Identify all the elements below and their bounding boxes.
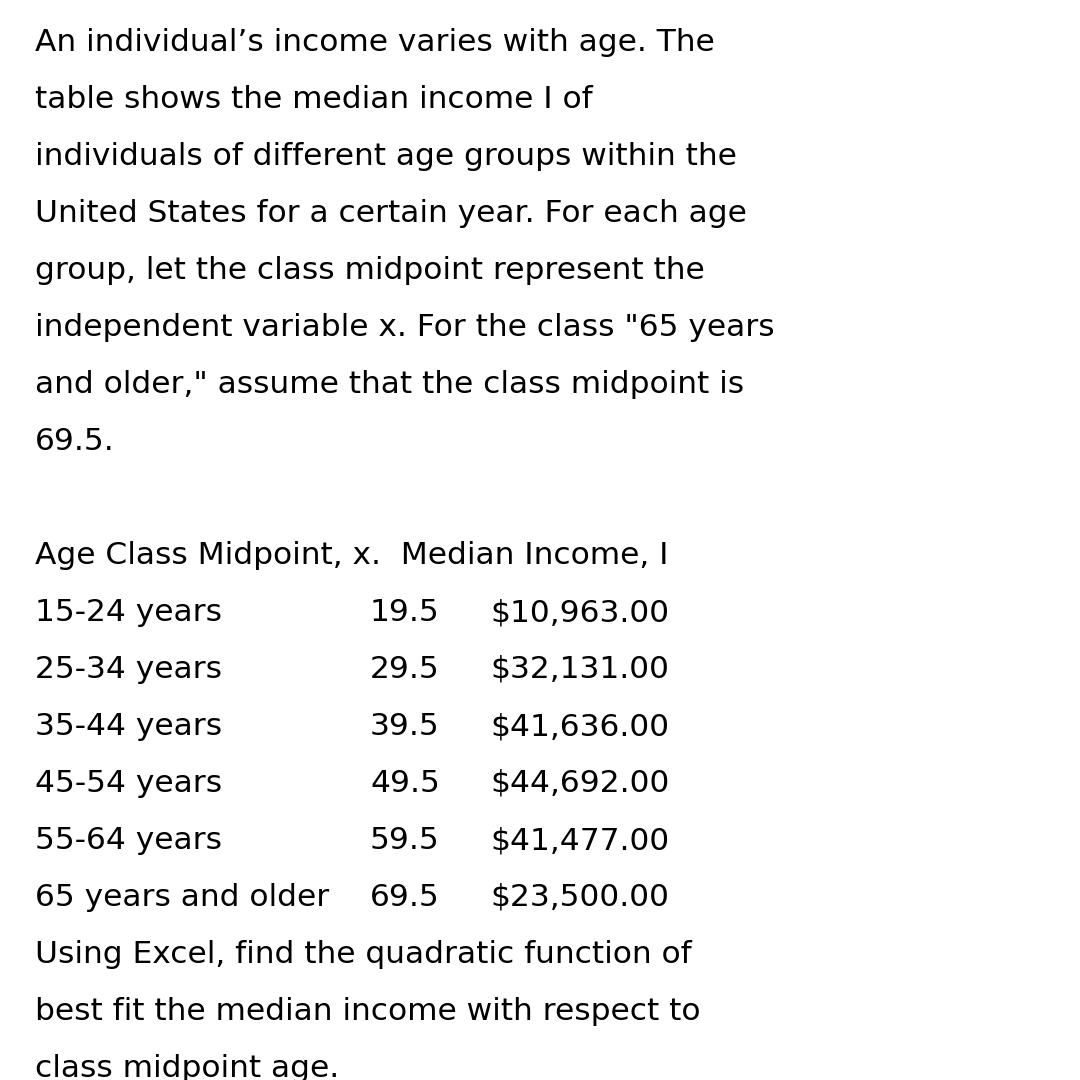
Text: 39.5: 39.5 [370, 712, 440, 741]
Text: independent variable x. For the class "65 years: independent variable x. For the class "6… [35, 313, 774, 342]
Text: and older," assume that the class midpoint is: and older," assume that the class midpoi… [35, 370, 744, 399]
Text: 19.5: 19.5 [370, 598, 440, 627]
Text: 45-54 years: 45-54 years [35, 769, 222, 798]
Text: table shows the median income I of: table shows the median income I of [35, 85, 593, 114]
Text: 69.5: 69.5 [370, 883, 440, 912]
Text: An individual’s income varies with age. The: An individual’s income varies with age. … [35, 28, 715, 57]
Text: class midpoint age.: class midpoint age. [35, 1054, 339, 1080]
Text: $10,963.00: $10,963.00 [490, 598, 670, 627]
Text: 25-34 years: 25-34 years [35, 654, 222, 684]
Text: 69.5.: 69.5. [35, 427, 114, 456]
Text: 35-44 years: 35-44 years [35, 712, 222, 741]
Text: 65 years and older: 65 years and older [35, 883, 329, 912]
Text: $41,477.00: $41,477.00 [490, 826, 670, 855]
Text: $44,692.00: $44,692.00 [490, 769, 670, 798]
Text: 59.5: 59.5 [370, 826, 440, 855]
Text: 29.5: 29.5 [370, 654, 440, 684]
Text: $23,500.00: $23,500.00 [490, 883, 669, 912]
Text: United States for a certain year. For each age: United States for a certain year. For ea… [35, 199, 747, 228]
Text: 49.5: 49.5 [370, 769, 440, 798]
Text: $32,131.00: $32,131.00 [490, 654, 669, 684]
Text: 15-24 years: 15-24 years [35, 598, 222, 627]
Text: best fit the median income with respect to: best fit the median income with respect … [35, 997, 701, 1026]
Text: Age Class Midpoint, x.  Median Income, I: Age Class Midpoint, x. Median Income, I [35, 541, 669, 570]
Text: Using Excel, find the quadratic function of: Using Excel, find the quadratic function… [35, 940, 691, 969]
Text: 55-64 years: 55-64 years [35, 826, 222, 855]
Text: group, let the class midpoint represent the: group, let the class midpoint represent … [35, 256, 705, 285]
Text: individuals of different age groups within the: individuals of different age groups with… [35, 141, 737, 171]
Text: $41,636.00: $41,636.00 [490, 712, 670, 741]
